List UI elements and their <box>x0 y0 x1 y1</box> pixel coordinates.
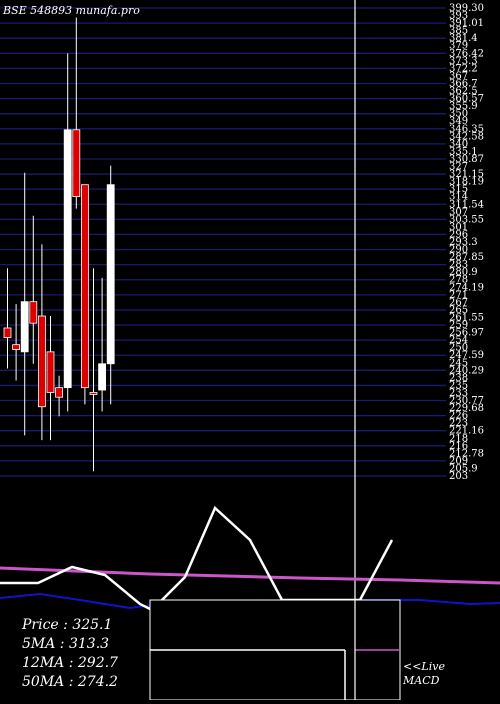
y-tick-label: 318.19 <box>449 177 484 188</box>
y-tick-label: 311.54 <box>449 199 484 210</box>
y-tick-label: 391.01 <box>449 18 484 29</box>
y-axis-labels: 399.30393391.01385381.4379376.42373.3372… <box>449 3 484 482</box>
y-tick-label: 330.87 <box>449 154 484 165</box>
y-tick-label: 303.55 <box>449 214 484 225</box>
candle-body <box>81 184 89 389</box>
y-tick-label: 355.9 <box>449 101 478 112</box>
candle-body <box>3 327 12 338</box>
y-tick-label: 342.58 <box>449 131 484 142</box>
macd-live-label: <<Live <box>403 660 445 673</box>
y-tick-label: 280.9 <box>449 267 478 278</box>
y-tick-label: 218 <box>449 433 468 444</box>
macd-label: <<Live MACD <box>403 660 445 688</box>
ma-pink-line <box>0 566 500 585</box>
candle-body <box>63 129 72 389</box>
y-tick-label: 205.9 <box>449 463 478 474</box>
chart-title: BSE 548893 munafa.pro <box>3 4 140 17</box>
y-tick-label: 261.55 <box>449 312 484 323</box>
y-tick-label: 293.3 <box>449 237 478 248</box>
macd-line <box>0 505 394 612</box>
stats-block: Price : 325.1 5MA : 313.3 12MA : 292.7 5… <box>22 616 118 692</box>
y-tick-label: 381.4 <box>449 33 478 44</box>
y-tick-label: 238 <box>449 373 468 384</box>
y-tick-label: 212.78 <box>449 448 484 459</box>
y-tick-label: 274.19 <box>449 282 484 293</box>
y-tick-label: 367 <box>449 71 468 82</box>
y-tick-label: 350 <box>449 109 468 120</box>
y-tick-label: 362.5 <box>449 86 478 97</box>
y-tick-label: 278 <box>449 275 468 286</box>
candles <box>3 17 115 472</box>
y-tick-label: 216 <box>449 441 468 452</box>
y-tick-label: 209 <box>449 456 468 467</box>
y-tick-label: 360.57 <box>449 94 484 105</box>
candle-body <box>98 363 106 391</box>
y-tick-label: 315 <box>449 184 468 195</box>
candle-body <box>72 129 81 198</box>
candle-body <box>29 301 38 324</box>
y-tick-label: 290 <box>449 245 468 256</box>
y-tick-label: 259 <box>449 320 468 331</box>
candle-body <box>46 351 55 393</box>
y-tick-label: 307 <box>449 207 468 218</box>
macd-name-label: MACD <box>403 674 440 687</box>
candle-body <box>38 315 46 408</box>
y-tick-label: 287.85 <box>449 252 484 263</box>
y-tick-label: 221.16 <box>449 426 484 437</box>
ma12-stat: 12MA : 292.7 <box>22 655 118 671</box>
ma5-stat: 5MA : 313.3 <box>22 636 110 652</box>
candle-body <box>55 387 63 398</box>
candle-body <box>20 301 29 353</box>
y-tick-label: 366.7 <box>449 78 478 89</box>
ma50-stat: 50MA : 274.2 <box>22 674 118 690</box>
y-tick-label: 256.97 <box>449 328 484 339</box>
y-tick-label: 399.30 <box>449 3 484 14</box>
y-tick-label: 283 <box>449 260 468 271</box>
y-tick-label: 267 <box>449 297 468 308</box>
candle-body <box>106 184 115 365</box>
y-tick-label: 340 <box>449 139 468 150</box>
y-tick-label: 346.35 <box>449 124 484 135</box>
y-tick-label: 226 <box>449 411 468 422</box>
y-tick-label: 229.68 <box>449 403 484 414</box>
y-tick-label: 385 <box>449 26 468 37</box>
y-tick-label: 314 <box>449 192 468 203</box>
y-tick-label: 301 <box>449 222 468 233</box>
y-tick-label: 235 <box>449 380 468 391</box>
candle-body <box>89 392 98 395</box>
y-tick-label: 296 <box>449 229 468 240</box>
y-tick-label: 379 <box>449 41 468 52</box>
y-tick-label: 230.77 <box>449 396 484 407</box>
y-tick-label: 393 <box>449 11 468 22</box>
y-tick-label: 376.42 <box>449 48 484 59</box>
candle-body <box>12 344 21 350</box>
indicator-panel <box>0 505 500 701</box>
y-tick-label: 245 <box>449 358 468 369</box>
y-tick-label: 372.2 <box>449 63 478 74</box>
y-tick-label: 349 <box>449 116 468 127</box>
y-tick-label: 203 <box>449 471 468 482</box>
y-tick-label: 233 <box>449 388 468 399</box>
y-tick-label: 327 <box>449 162 468 173</box>
y-tick-label: 254 <box>449 335 468 346</box>
y-tick-label: 250 <box>449 343 468 354</box>
y-tick-label: 335.1 <box>449 146 478 157</box>
price-stat: Price : 325.1 <box>22 617 113 633</box>
y-tick-label: 223 <box>449 418 468 429</box>
y-tick-label: 240.29 <box>449 365 484 376</box>
y-tick-label: 247.59 <box>449 350 484 361</box>
y-tick-label: 373.3 <box>449 56 478 67</box>
y-tick-label: 265 <box>449 305 468 316</box>
y-tick-label: 271 <box>449 290 468 301</box>
y-tick-label: 321.15 <box>449 169 484 180</box>
